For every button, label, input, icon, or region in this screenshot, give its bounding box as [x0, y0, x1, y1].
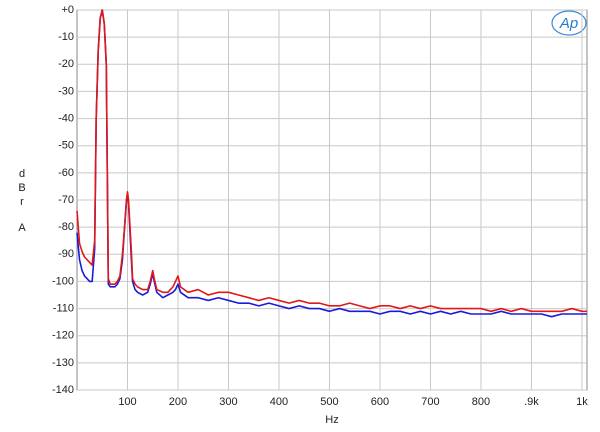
x-tick-label: 800	[472, 396, 490, 408]
x-tick-label: 400	[270, 396, 288, 408]
x-tick-label: 300	[219, 396, 237, 408]
y-axis-label: dBr	[16, 168, 28, 210]
y-tick-label: -20	[58, 58, 74, 70]
y-tick-label: -140	[52, 384, 74, 396]
logo-ring	[551, 10, 587, 36]
y-tick-label: -30	[58, 85, 74, 97]
x-tick-label: 500	[320, 396, 338, 408]
y-tick-label: -60	[58, 167, 74, 179]
x-tick-label: 1k	[576, 396, 588, 408]
y-tick-label: -110	[53, 302, 74, 314]
y-axis-unit: A	[18, 222, 26, 234]
x-tick-label: 700	[421, 396, 439, 408]
y-tick-label: -90	[58, 248, 74, 260]
y-tick-label: -50	[58, 140, 74, 152]
x-tick-label: 100	[118, 396, 136, 408]
x-axis-label: Hz	[325, 414, 338, 426]
y-tick-label: -40	[58, 112, 74, 124]
y-tick-label: -100	[52, 275, 74, 287]
x-tick-label: 200	[169, 396, 187, 408]
x-tick-label: .9k	[524, 396, 539, 408]
y-tick-label: -10	[58, 31, 74, 43]
series-line	[76, 9, 587, 313]
y-tick-label: +0	[61, 4, 74, 16]
y-tick-label: -120	[52, 330, 74, 342]
y-tick-label: -80	[58, 221, 74, 233]
y-tick-label: -130	[52, 357, 74, 369]
logo: Ap	[559, 15, 578, 32]
y-tick-label: -70	[58, 194, 74, 206]
x-tick-label: 600	[371, 396, 389, 408]
